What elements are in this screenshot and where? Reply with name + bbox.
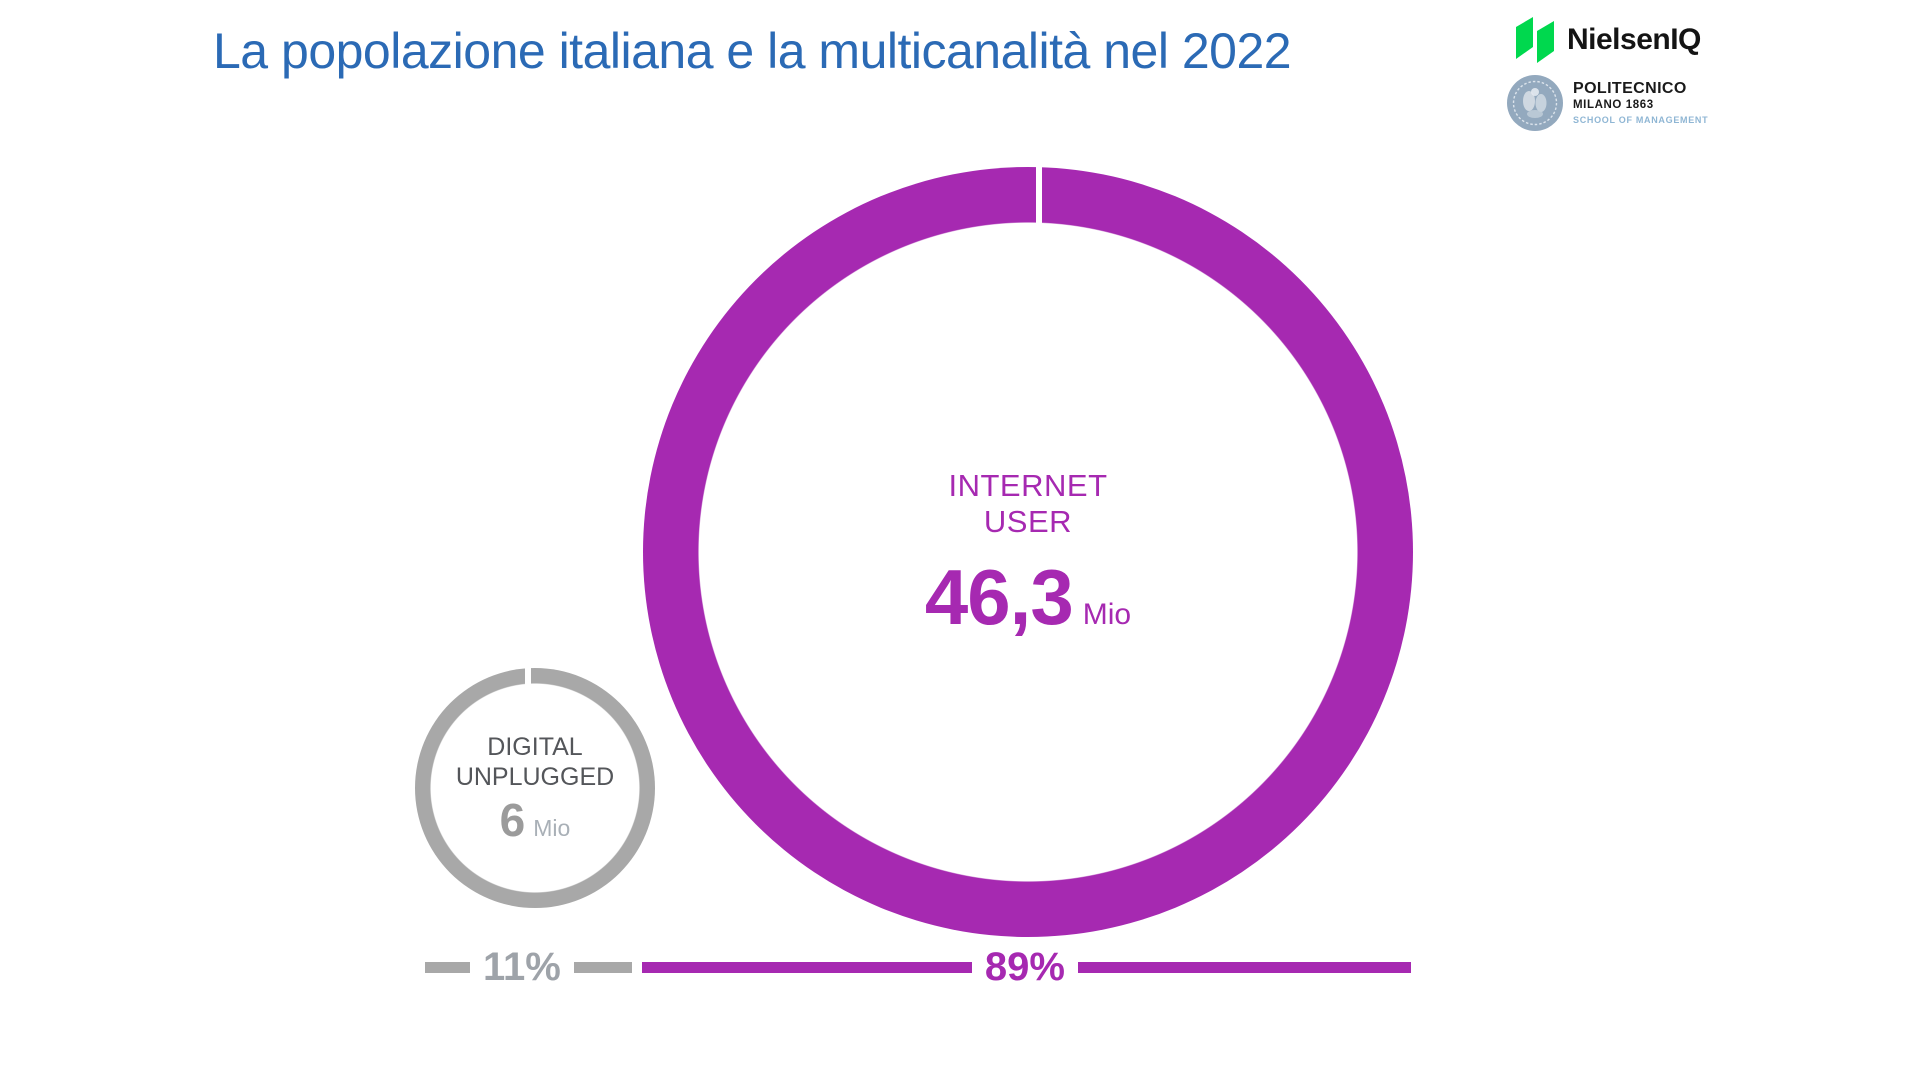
internet-user-value-number: 46,3: [924, 552, 1074, 641]
donut-internet-user-center: INTERNET USER 46,3 Mio: [643, 167, 1413, 937]
nielseniq-wordmark: NielsenIQ: [1567, 23, 1701, 56]
donut-internet-user: INTERNET USER 46,3 Mio: [643, 165, 1413, 937]
chart-legend: 11% 89%: [425, 945, 1411, 989]
polimi-subname: MILANO 1863: [1573, 98, 1654, 111]
nielseniq-mark-icon: [1516, 17, 1554, 63]
internet-user-label-line2: USER: [983, 504, 1073, 539]
legend-line-magenta-right: [1077, 961, 1411, 973]
internet-user-label-line1: INTERNET: [948, 468, 1108, 504]
digital-unplugged-label-line1: DIGITAL: [487, 733, 583, 761]
polimi-logo: POLITECNICO MILANO 1863 SCHOOL OF MANAGE…: [1506, 74, 1708, 132]
polimi-school: SCHOOL OF MANAGEMENT: [1573, 114, 1709, 125]
digital-unplugged-value: 6 Mio: [500, 797, 571, 843]
nielseniq-logo: NielsenIQ: [1516, 16, 1701, 64]
legend-percent-digital-unplugged: 11%: [483, 945, 561, 989]
internet-user-label: INTERNET USER: [949, 468, 1108, 539]
legend-line-magenta-left: [641, 961, 972, 973]
polimi-text-block: POLITECNICO MILANO 1863 SCHOOL OF MANAGE…: [1573, 74, 1708, 127]
polimi-name: POLITECNICO: [1573, 80, 1687, 97]
donut-internet-user-gap: [1036, 165, 1042, 227]
legend-dash-gray-right: [573, 961, 632, 973]
page-title: La popolazione italiana e la multicanali…: [213, 23, 1292, 79]
polimi-seal-icon: [1507, 75, 1563, 131]
internet-user-value-unit: Mio: [1082, 597, 1132, 631]
legend-dash-gray-left: [425, 961, 470, 973]
donut-digital-unplugged-center: DIGITAL UNPLUGGED 6 Mio: [415, 668, 655, 908]
legend-percent-internet-user: 89%: [984, 945, 1065, 989]
digital-unplugged-label: DIGITAL UNPLUGGED: [456, 733, 614, 792]
internet-user-value: 46,3 Mio: [925, 558, 1131, 636]
digital-unplugged-label-line2: UNPLUGGED: [455, 762, 615, 791]
donut-digital-unplugged: DIGITAL UNPLUGGED 6 Mio: [415, 667, 655, 908]
digital-unplugged-value-number: 6: [499, 794, 526, 846]
digital-unplugged-value-unit: Mio: [533, 815, 571, 841]
donut-digital-unplugged-gap: [525, 667, 531, 688]
